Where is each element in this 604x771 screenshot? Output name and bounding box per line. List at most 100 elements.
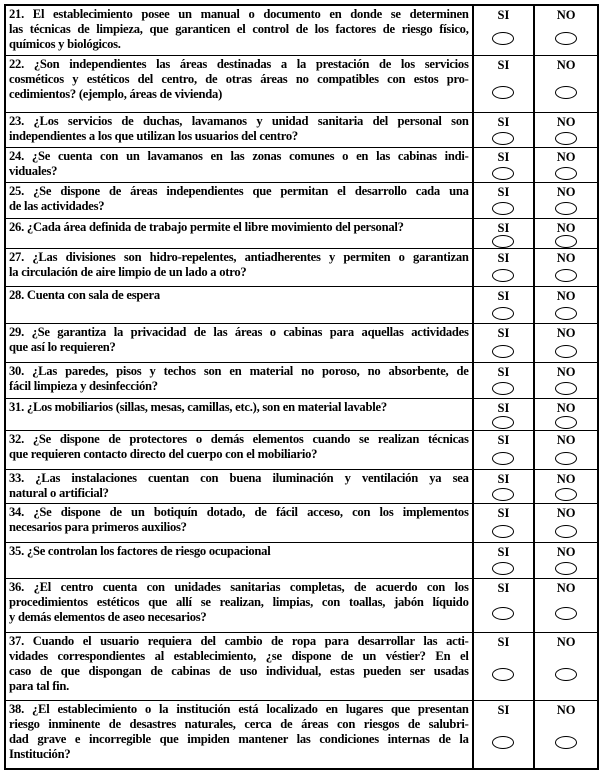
si-radio-oval[interactable] [492,488,515,501]
no-radio-oval[interactable] [555,524,578,538]
si-label: SI [497,545,510,559]
si-label: SI [497,251,510,265]
si-radio-oval[interactable] [492,524,515,538]
no-label: NO [556,472,576,486]
no-radio-oval[interactable] [555,235,578,248]
si-radio-oval[interactable] [492,166,515,180]
question-text: 25. ¿Se dispone de áreas independientes … [6,183,474,218]
si-radio-oval[interactable] [492,416,515,429]
question-text: 34. ¿Se dispone de un botiquín dotado, d… [6,504,474,542]
si-radio-oval[interactable] [492,451,515,465]
no-label: NO [556,703,576,717]
no-radio-oval[interactable] [555,131,578,145]
no-cell: NO [535,399,597,430]
si-cell: SI [474,543,536,578]
si-radio-oval[interactable] [492,562,515,575]
no-label: NO [556,545,576,559]
question-line: y demás elementos de aseo necesarios? [9,610,207,624]
question-row: 27. ¿Las divisiones son hidro-repelentes… [6,248,597,286]
question-text: 33. ¿Las instalaciones cuentan con buena… [6,470,474,503]
no-label: NO [556,58,576,72]
si-radio-oval[interactable] [492,607,515,620]
question-row: 35. ¿Se controlan los factores de riesgo… [6,542,597,578]
question-line: dad grave e incorregible que impiden man… [9,732,469,746]
si-label: SI [497,185,510,199]
question-row: 33. ¿Las instalaciones cuentan con buena… [6,469,597,503]
no-label: NO [556,401,576,415]
no-label: NO [556,221,576,235]
si-cell: SI [474,249,536,286]
question-line: para tal fin. [9,679,70,693]
no-radio-oval[interactable] [555,562,578,575]
no-radio-oval[interactable] [555,344,578,358]
no-label: NO [556,185,576,199]
no-radio-oval[interactable] [555,416,578,429]
question-line: cosméticos y estéticos del centro, de ot… [9,72,469,86]
no-radio-oval[interactable] [555,607,578,620]
si-cell: SI [474,183,536,218]
question-line: 24. ¿Se cuenta con un lavamanos en las z… [9,149,469,163]
si-label: SI [497,635,510,649]
si-label: SI [497,289,510,303]
question-line: 36. ¿El centro cuenta con unidades sanit… [9,580,469,594]
si-radio-oval[interactable] [492,668,515,681]
si-label: SI [497,8,510,22]
question-row: 37. Cuando el usuario requiera del cambi… [6,632,597,700]
si-cell: SI [474,287,536,323]
no-cell: NO [535,504,597,542]
no-radio-oval[interactable] [555,306,578,320]
no-radio-oval[interactable] [555,668,578,681]
si-label: SI [497,58,510,72]
no-radio-oval[interactable] [555,382,578,395]
si-cell: SI [474,148,536,182]
question-line: 31. ¿Los mobiliarios (sillas, mesas, cam… [9,400,387,414]
question-text: 29. ¿Se garantiza la privacidad de las á… [6,324,474,362]
si-radio-oval[interactable] [492,32,515,45]
si-cell: SI [474,113,536,147]
question-line: 35. ¿Se controlan los factores de riesgo… [9,544,271,558]
si-cell: SI [474,701,536,768]
si-radio-oval[interactable] [492,131,515,145]
question-row: 23. ¿Los servicios de duchas, lavamanos … [6,112,597,147]
si-radio-oval[interactable] [492,85,515,99]
si-radio-oval[interactable] [492,344,515,358]
no-radio-oval[interactable] [555,488,578,501]
no-cell: NO [535,633,597,700]
si-radio-oval[interactable] [492,269,515,282]
no-label: NO [556,506,576,520]
no-radio-oval[interactable] [555,32,578,45]
question-line: caso de que dispongan de cabinas de uso … [9,664,469,678]
no-label: NO [556,581,576,595]
si-radio-oval[interactable] [492,235,515,248]
question-line: 29. ¿Se garantiza la privacidad de las á… [9,325,469,339]
si-cell: SI [474,56,536,112]
question-line: natural o artificial? [9,486,109,500]
question-text: 26. ¿Cada área definida de trabajo permi… [6,219,474,248]
si-radio-oval[interactable] [492,382,515,395]
no-label: NO [556,289,576,303]
no-cell: NO [535,219,597,248]
question-line: 28. Cuenta con sala de espera [9,288,160,302]
si-cell: SI [474,579,536,632]
no-radio-oval[interactable] [555,166,578,180]
no-radio-oval[interactable] [555,202,578,215]
question-text: 30. ¿Las paredes, pisos y techos son en … [6,363,474,398]
no-radio-oval[interactable] [555,85,578,99]
question-line: 33. ¿Las instalaciones cuentan con buena… [9,471,469,485]
question-line: 30. ¿Las paredes, pisos y techos son en … [9,364,469,378]
si-cell: SI [474,324,536,362]
si-radio-oval[interactable] [492,736,515,749]
no-radio-oval[interactable] [555,451,578,465]
question-line: químicos y biológicos. [9,37,121,51]
no-cell: NO [535,287,597,323]
si-radio-oval[interactable] [492,306,515,320]
si-cell: SI [474,219,536,248]
no-label: NO [556,115,576,129]
si-label: SI [497,365,510,379]
si-label: SI [497,401,510,415]
no-radio-oval[interactable] [555,736,578,749]
no-radio-oval[interactable] [555,269,578,282]
si-cell: SI [474,504,536,542]
question-row: 22. ¿Son independientes las áreas destin… [6,55,597,112]
si-radio-oval[interactable] [492,202,515,215]
